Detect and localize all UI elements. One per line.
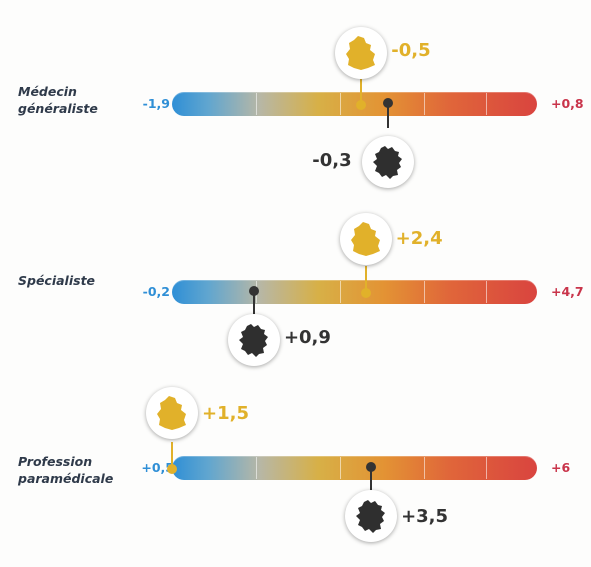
- range-bar: [172, 280, 537, 304]
- bar-segment-divider: [339, 281, 341, 303]
- row-label-line1: Médecin: [18, 84, 77, 99]
- row-label-line2: généraliste: [18, 101, 98, 116]
- gold-badge: [146, 387, 198, 439]
- range-min-value: -0,2: [142, 284, 170, 299]
- dark-value-label: +0,9: [283, 327, 331, 348]
- gold-value-label: +1,5: [202, 403, 249, 424]
- gold-marker-dot: [356, 100, 367, 110]
- bar-segment-divider: [485, 93, 487, 115]
- range-max-value: +4,7: [551, 284, 584, 299]
- bar-segment-divider: [423, 457, 425, 479]
- range-max-value: +6: [551, 460, 571, 475]
- bar-segment-divider: [485, 457, 487, 479]
- department-shape-icon: [155, 395, 189, 431]
- region-shape-icon: [354, 498, 388, 534]
- department-shape-icon: [349, 221, 383, 257]
- gold-value-label: -0,5: [391, 40, 431, 61]
- row-label: Profession paramédicale: [18, 453, 138, 487]
- bar-segment-divider: [339, 457, 341, 479]
- dark-value-label: +3,5: [401, 506, 449, 527]
- gold-marker-line: [360, 78, 363, 104]
- dark-marker-dot: [383, 98, 394, 108]
- bar-segment-divider: [339, 93, 341, 115]
- range-min-value: +0,5: [141, 460, 174, 475]
- gold-marker-line: [364, 266, 367, 292]
- row-label-line1: Profession: [18, 454, 93, 469]
- row-label-line1: Spécialiste: [18, 273, 96, 288]
- dark-value-label: -0,3: [312, 150, 352, 171]
- bar-segment-divider: [255, 93, 257, 115]
- row-label-line2: paramédicale: [18, 471, 114, 486]
- range-bar: [172, 92, 537, 116]
- region-shape-icon: [237, 322, 271, 358]
- gold-badge: [339, 213, 392, 265]
- department-shape-icon: [344, 35, 378, 71]
- row-label: Médecin généraliste: [18, 83, 138, 117]
- dark-badge: [227, 314, 280, 366]
- region-shape-icon: [371, 144, 405, 180]
- row-label: Spécialiste: [18, 272, 138, 289]
- range-max-value: +0,8: [551, 96, 584, 111]
- dark-marker-line: [387, 104, 390, 128]
- bar-segment-divider: [423, 93, 425, 115]
- gold-marker-dot: [360, 288, 371, 298]
- dark-badge: [345, 490, 398, 542]
- bar-segment-divider: [485, 281, 487, 303]
- range-bar: [172, 456, 537, 480]
- dark-marker-dot: [366, 462, 377, 472]
- gold-marker-dot: [167, 464, 177, 474]
- dark-marker-line: [370, 468, 373, 492]
- gold-badge: [335, 27, 388, 79]
- bar-segment-divider: [255, 457, 257, 479]
- dark-marker-dot: [248, 286, 259, 296]
- bar-segment-divider: [423, 281, 425, 303]
- gold-marker-line: [171, 442, 173, 468]
- dark-badge: [362, 136, 415, 188]
- gold-value-label: +2,4: [395, 228, 443, 249]
- range-min-value: -1,9: [142, 96, 170, 111]
- dark-marker-line: [252, 292, 255, 316]
